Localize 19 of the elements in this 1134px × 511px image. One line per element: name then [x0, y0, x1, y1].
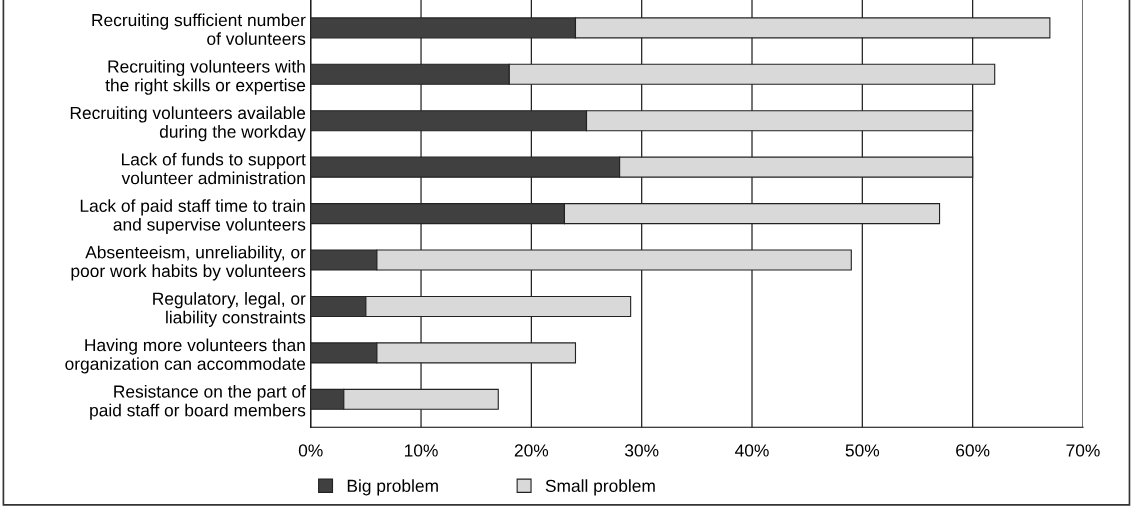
y-tick-label: Recruiting volunteers available during the workday: [70, 106, 306, 142]
x-tick-label: 60%: [956, 444, 990, 457]
x-tick-label: 0%: [298, 444, 323, 457]
y-tick-label: Recruiting volunteers with the right skills or expertise: [105, 59, 306, 95]
y-tick-label: Recruiting sufficient number of volunteers: [92, 13, 306, 45]
y-tick-label: Absenteeism, unreliability, or poor work habits by volunteers: [71, 245, 306, 281]
x-tick-label: 30%: [624, 444, 659, 457]
y-tick-label: Resistance on the part of paid staff or board members: [90, 384, 306, 420]
legend-label: Big problem: [347, 479, 438, 496]
x-tick-label: 70%: [1066, 444, 1100, 457]
x-tick-label: 20%: [514, 444, 549, 457]
y-tick-label: Regulatory, legal, or liability constraints: [153, 292, 306, 327]
y-tick-label: Lack of funds to support volunteer administration: [121, 152, 306, 185]
x-tick-label: 10%: [404, 444, 438, 457]
x-tick-label: 40%: [735, 444, 769, 457]
y-tick-label: Having more volunteers than organization can accommodate: [65, 338, 306, 374]
y-tick-label: Lack of paid staff time to train and supervise volunteers: [80, 199, 306, 235]
x-tick-label: 50%: [845, 444, 880, 457]
legend-label: Small problem: [545, 479, 655, 496]
